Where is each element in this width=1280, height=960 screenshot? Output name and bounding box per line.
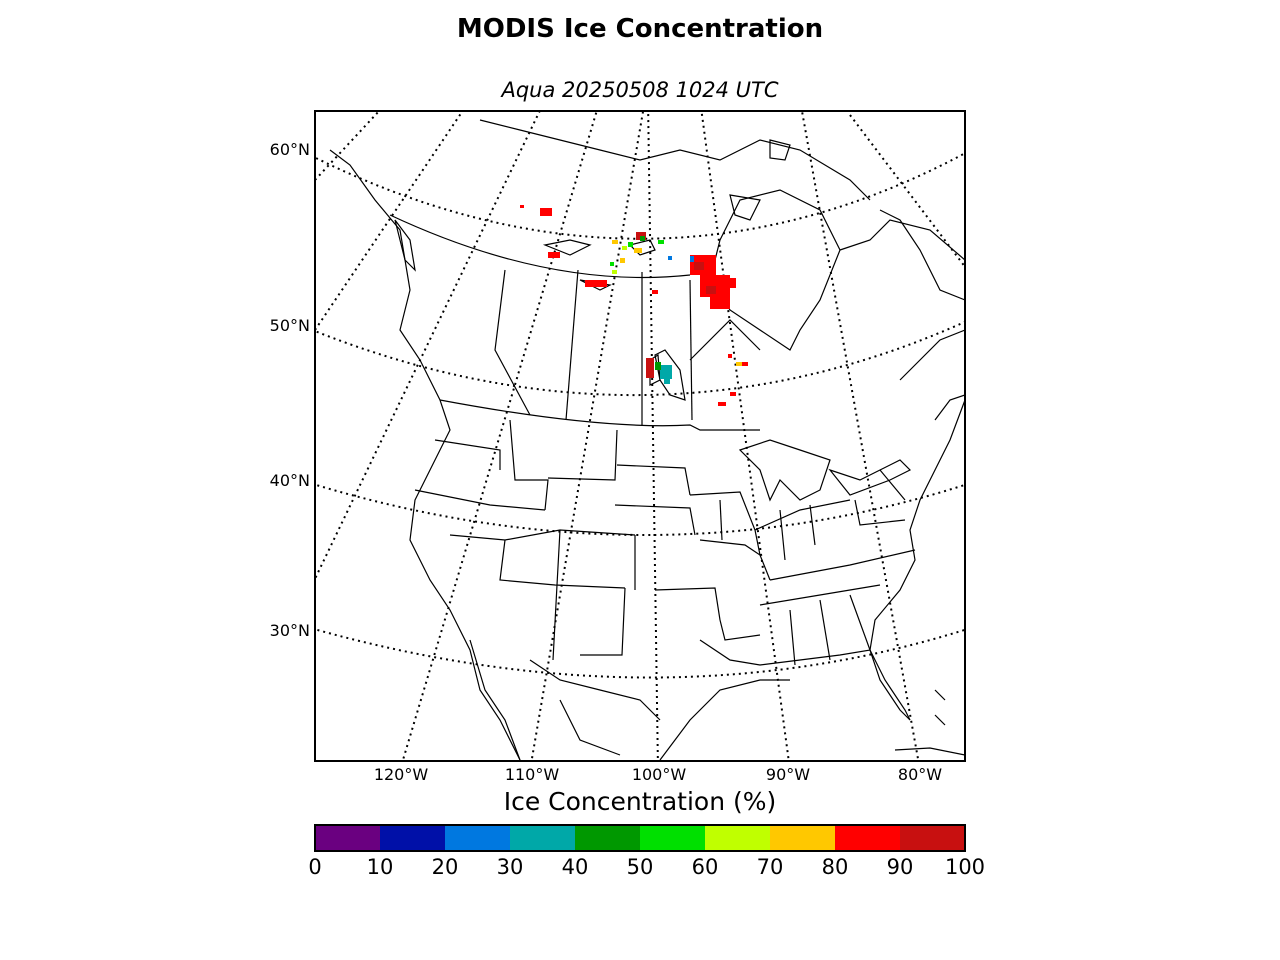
map-area: [315, 111, 965, 761]
colorbar-tick-label: 10: [366, 855, 394, 879]
colorbar: [315, 825, 966, 851]
coastlines-borders: [329, 119, 965, 761]
colorbar-frame: [314, 824, 966, 852]
colorbar-tick-label: 90: [886, 855, 914, 879]
colorbar-segment: [900, 825, 966, 851]
colorbar-tick-label: 0: [308, 855, 322, 879]
lon-label-100w: 100°W: [631, 765, 687, 784]
lat-label-40n: 40°N: [269, 471, 310, 490]
colorbar-tick-label: 50: [626, 855, 654, 879]
lat-label-30n: 30°N: [269, 621, 310, 640]
figure-subtitle: Aqua 20250508 1024 UTC: [501, 78, 779, 102]
colorbar-tick-label: 100: [944, 855, 986, 879]
colorbar-tick-label: 20: [431, 855, 459, 879]
colorbar-segment: [380, 825, 446, 851]
lon-label-110w: 110°W: [504, 765, 560, 784]
colorbar-segment: [640, 825, 706, 851]
colorbar-segment: [835, 825, 901, 851]
lat-label-50n: 50°N: [269, 316, 310, 335]
colorbar-segment: [510, 825, 576, 851]
colorbar-tick-label: 30: [496, 855, 524, 879]
colorbar-segment: [315, 825, 381, 851]
colorbar-tick-label: 60: [691, 855, 719, 879]
graticule-meridians: [315, 111, 965, 761]
colorbar-segment: [445, 825, 511, 851]
lon-label-90w: 90°W: [765, 765, 811, 784]
lat-label-60n: 60°N: [269, 140, 310, 159]
colorbar-segment: [575, 825, 641, 851]
colorbar-segment: [770, 825, 836, 851]
map-frame: [314, 110, 966, 762]
colorbar-tick-label: 40: [561, 855, 589, 879]
graticule-parallels: [315, 151, 965, 679]
colorbar-title: Ice Concentration (%): [503, 787, 777, 816]
colorbar-tick-label: 80: [821, 855, 849, 879]
colorbar-tick-label: 70: [756, 855, 784, 879]
colorbar-segment: [705, 825, 771, 851]
lon-label-120w: 120°W: [373, 765, 429, 784]
lon-label-80w: 80°W: [897, 765, 943, 784]
figure-title: MODIS Ice Concentration: [456, 14, 824, 44]
ice-concentration-pixels: [520, 205, 748, 406]
